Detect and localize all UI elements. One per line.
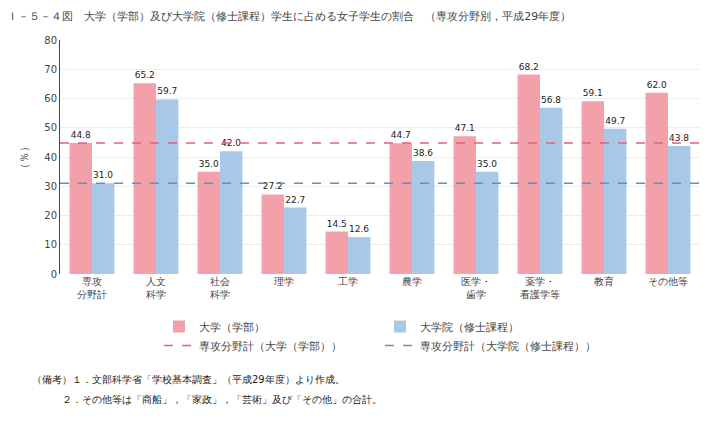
svg-text:教育: 教育 (594, 276, 614, 287)
svg-text:22.7: 22.7 (285, 195, 305, 205)
svg-text:（％）: （％） (18, 141, 31, 174)
svg-text:68.2: 68.2 (519, 62, 539, 72)
svg-text:35.0: 35.0 (477, 159, 497, 169)
svg-text:0: 0 (51, 269, 57, 280)
svg-text:70: 70 (44, 64, 57, 75)
svg-text:42.0: 42.0 (221, 138, 241, 148)
svg-text:43.8: 43.8 (669, 133, 689, 143)
svg-text:31.0: 31.0 (93, 170, 113, 180)
svg-text:59.7: 59.7 (157, 86, 177, 96)
svg-text:38.6: 38.6 (413, 148, 433, 158)
svg-text:30: 30 (44, 181, 57, 192)
svg-text:薬学・看護学等: 薬学・看護学等 (520, 276, 560, 300)
svg-text:44.8: 44.8 (71, 130, 91, 140)
svg-text:人文科学: 人文科学 (146, 276, 166, 300)
svg-text:59.1: 59.1 (583, 88, 603, 98)
svg-text:56.8: 56.8 (541, 95, 561, 105)
svg-text:医学・歯学: 医学・歯学 (461, 276, 491, 300)
svg-text:10: 10 (44, 239, 57, 250)
svg-text:65.2: 65.2 (135, 70, 155, 80)
svg-text:専攻分野計: 専攻分野計 (77, 276, 107, 300)
svg-text:Ｉ－５－４図 大学（学部）及び大学院（修士課程）学生に占める: Ｉ－５－４図 大学（学部）及び大学院（修士課程）学生に占める女子学生の割合 （専… (7, 10, 571, 23)
svg-text:（備考）１．文部科学省「学校基本調査」（平成29年度）より作: （備考）１．文部科学省「学校基本調査」（平成29年度）より作成。 (32, 374, 345, 385)
svg-text:35.0: 35.0 (199, 159, 219, 169)
svg-text:大学（学部）: 大学（学部） (199, 321, 265, 334)
svg-text:49.7: 49.7 (605, 116, 625, 126)
svg-text:40: 40 (44, 152, 57, 163)
svg-text:50: 50 (44, 122, 57, 133)
svg-text:理学: 理学 (274, 276, 294, 287)
svg-text:専攻分野計（大学院（修士課程））: 専攻分野計（大学院（修士課程）） (420, 340, 596, 353)
svg-text:62.0: 62.0 (647, 80, 667, 90)
svg-text:47.1: 47.1 (455, 123, 475, 133)
svg-text:20: 20 (44, 210, 57, 221)
svg-text:工学: 工学 (338, 276, 358, 287)
svg-text:14.5: 14.5 (327, 219, 347, 229)
svg-text:12.6: 12.6 (349, 224, 369, 234)
svg-text:44.7: 44.7 (391, 130, 411, 140)
svg-text:２．その他等は「商船」，「家政」，「芸術」及び「その他」の合: ２．その他等は「商船」，「家政」，「芸術」及び「その他」の合計。 (32, 394, 382, 405)
svg-text:農学: 農学 (402, 276, 422, 287)
svg-text:27.2: 27.2 (263, 181, 283, 191)
svg-text:その他等: その他等 (648, 276, 688, 287)
svg-text:大学院（修士課程）: 大学院（修士課程） (420, 321, 519, 334)
svg-text:60: 60 (44, 93, 57, 104)
svg-text:80: 80 (44, 35, 57, 46)
svg-text:専攻分野計（大学（学部））: 専攻分野計（大学（学部）） (199, 340, 342, 353)
svg-text:社会科学: 社会科学 (210, 276, 230, 300)
